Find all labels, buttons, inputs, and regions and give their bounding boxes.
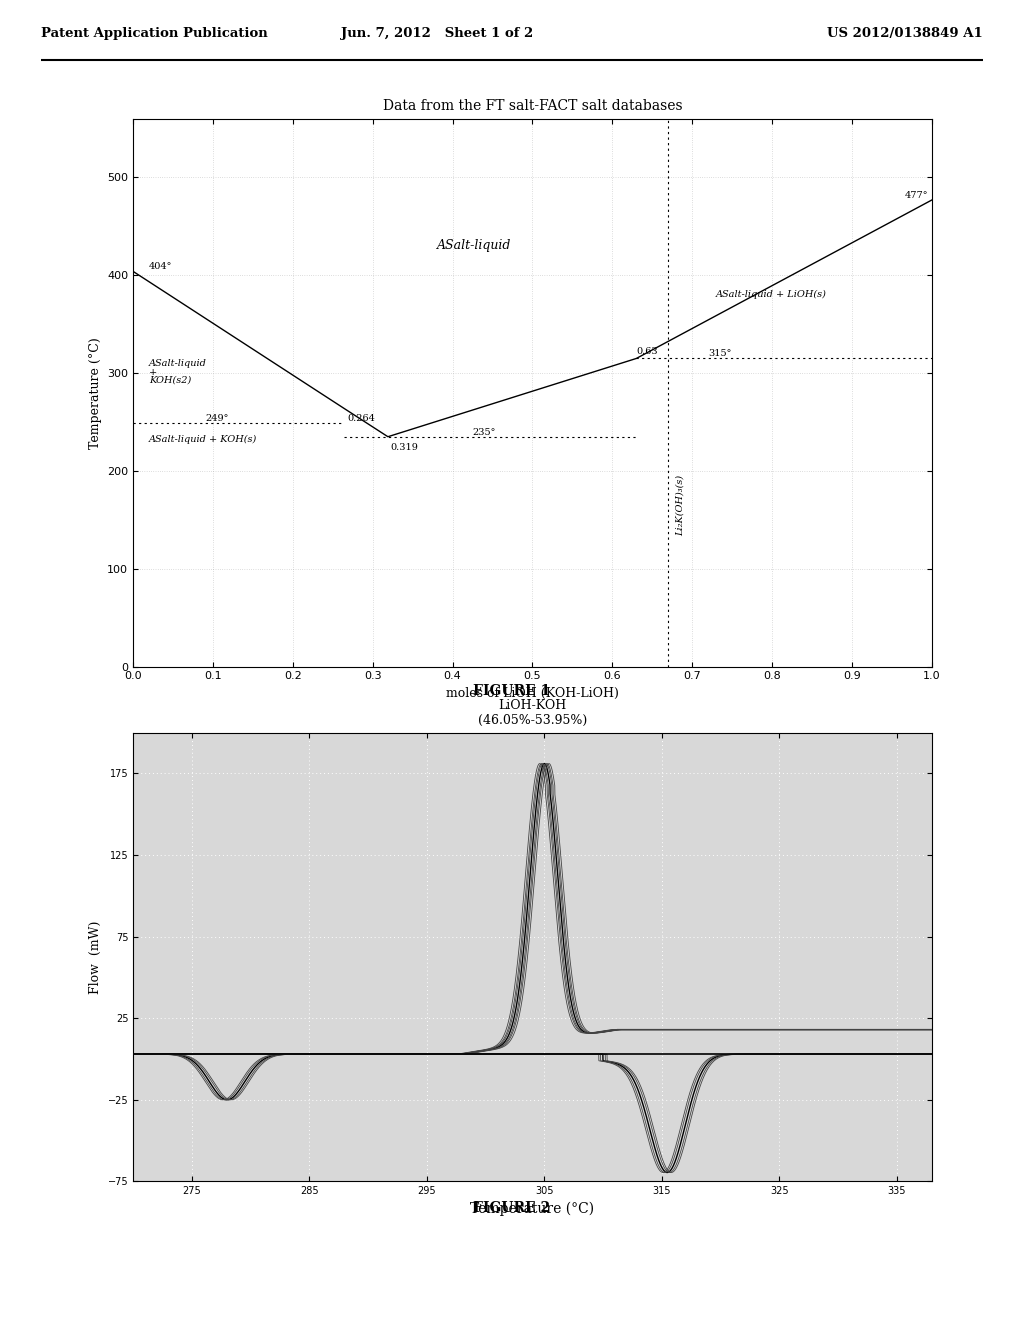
Text: 477°: 477° bbox=[904, 191, 928, 201]
Y-axis label: Temperature (°C): Temperature (°C) bbox=[89, 337, 101, 449]
Text: FIGURE 1: FIGURE 1 bbox=[473, 684, 551, 698]
Text: Patent Application Publication: Patent Application Publication bbox=[41, 26, 267, 40]
Text: 249°: 249° bbox=[205, 414, 228, 422]
Text: 0.319: 0.319 bbox=[390, 442, 418, 451]
Text: US 2012/0138849 A1: US 2012/0138849 A1 bbox=[827, 26, 983, 40]
Text: ASalt-liquid + KOH(s): ASalt-liquid + KOH(s) bbox=[150, 436, 257, 445]
Text: ASalt-liquid: ASalt-liquid bbox=[150, 359, 207, 368]
Title: Data from the FT salt-FACT salt databases: Data from the FT salt-FACT salt database… bbox=[383, 99, 682, 114]
Text: KOH(s2): KOH(s2) bbox=[150, 375, 191, 384]
Y-axis label: Flow  (mW): Flow (mW) bbox=[89, 920, 102, 994]
Text: Jun. 7, 2012   Sheet 1 of 2: Jun. 7, 2012 Sheet 1 of 2 bbox=[341, 26, 532, 40]
Text: 0.264: 0.264 bbox=[347, 414, 375, 424]
Text: 315°: 315° bbox=[709, 350, 731, 359]
Text: 235°: 235° bbox=[473, 428, 497, 437]
Title: LiOH-KOH
(46.05%-53.95%): LiOH-KOH (46.05%-53.95%) bbox=[478, 700, 587, 727]
Text: Li₂K(OH)₃(s): Li₂K(OH)₃(s) bbox=[676, 475, 685, 536]
Text: ASalt-liquid: ASalt-liquid bbox=[436, 239, 511, 252]
Text: +: + bbox=[150, 368, 158, 376]
Text: 0.63: 0.63 bbox=[636, 347, 658, 355]
Text: ASalt-liquid + LiOH(s): ASalt-liquid + LiOH(s) bbox=[716, 290, 827, 300]
Text: FIGURE 2: FIGURE 2 bbox=[473, 1201, 551, 1216]
X-axis label: moles of LiOH (KOH-LiOH): moles of LiOH (KOH-LiOH) bbox=[446, 686, 618, 700]
Text: 404°: 404° bbox=[150, 263, 172, 272]
X-axis label: Temperature (°C): Temperature (°C) bbox=[470, 1201, 595, 1216]
